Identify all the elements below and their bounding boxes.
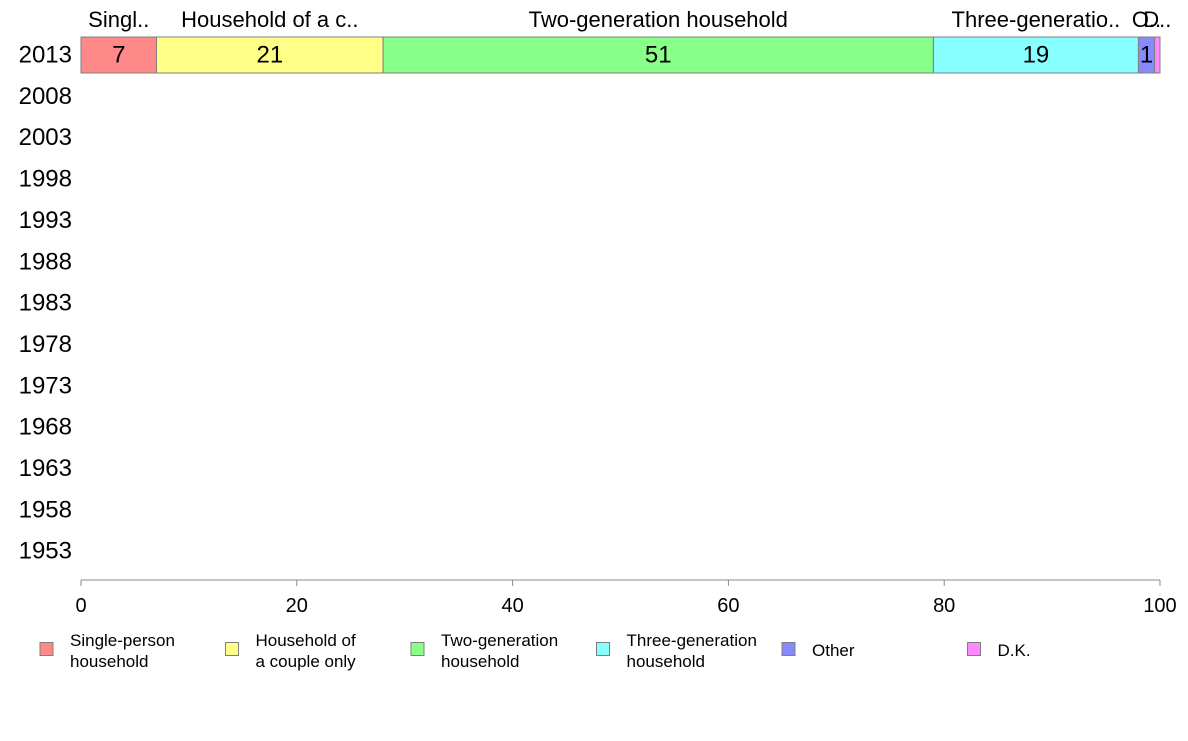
legend-label: Single-person — [70, 631, 175, 650]
data-labels: 7 21 51 19 1 — [112, 42, 1153, 69]
bar-data-label: 7 — [112, 42, 125, 69]
legend-swatch — [781, 642, 796, 656]
y-category-label: 2013 — [19, 42, 72, 69]
segment-header-label: O.. — [1132, 7, 1161, 32]
legend-label: household — [70, 652, 148, 671]
segment-header-label: Two-generation household — [529, 7, 788, 32]
y-category-label: 1968 — [19, 414, 72, 441]
y-category-label: 1978 — [19, 331, 72, 358]
legend-swatch — [596, 642, 610, 656]
y-category-label: 1983 — [19, 290, 72, 317]
segment-header-label: D.. — [1143, 7, 1171, 32]
segment-header-label: Singl.. — [88, 7, 149, 32]
bar-segment — [80, 36, 158, 74]
x-axis-tick-label: 40 — [501, 595, 523, 617]
legend-label: Two-generation — [441, 631, 558, 650]
bar-segment — [1154, 36, 1161, 74]
bar-segment — [156, 36, 384, 74]
legend: Single-person household Household of a coup… — [39, 631, 1031, 671]
y-category-label: 1953 — [19, 538, 72, 565]
y-category-label: 1958 — [19, 496, 72, 523]
legend-swatch — [967, 642, 981, 656]
legend-label: D.K. — [998, 641, 1031, 660]
legend-swatch — [225, 642, 239, 656]
legend-swatch — [39, 642, 54, 656]
bar-segments — [80, 36, 1161, 74]
y-category-label: 1998 — [19, 166, 72, 193]
legend-label: a couple only — [256, 652, 357, 671]
bar-segment — [382, 36, 934, 74]
legend-label: household — [627, 652, 705, 671]
x-axis-tick-label: 20 — [286, 595, 308, 617]
x-axis-tick-label: 80 — [933, 595, 955, 617]
y-category-label: 1963 — [19, 455, 72, 482]
y-category-label: 1988 — [19, 248, 72, 275]
legend-label: Household of — [256, 631, 356, 650]
y-category-label: 1993 — [19, 207, 72, 234]
bar-data-label: 19 — [1023, 42, 1050, 69]
bar-data-label: 51 — [645, 42, 672, 69]
x-axis-tick-label: 100 — [1143, 595, 1176, 617]
y-category-label: 2003 — [19, 124, 72, 151]
y-axis-category-labels: 2013 2008 2003 1998 1993 1988 1983 1978 1973 1968… — [19, 42, 72, 565]
segment-header-label: Three-generatio.. — [952, 7, 1121, 32]
legend-label: Other — [812, 641, 855, 660]
bar-data-label: 21 — [256, 42, 283, 69]
legend-label: household — [441, 652, 519, 671]
x-axis-tick-label: 0 — [75, 595, 86, 617]
bar-data-label: 1 — [1140, 42, 1153, 69]
legend-swatch — [410, 642, 425, 656]
bar-segment — [932, 36, 1139, 74]
segment-header-label: Household of a c.. — [181, 7, 358, 32]
legend-label: Three-generation — [627, 631, 757, 650]
x-axis-tick-label: 60 — [717, 595, 739, 617]
segment-header-labels: Singl.. Household of a c.. Two-generation … — [88, 7, 1171, 32]
y-category-label: 2008 — [19, 83, 72, 110]
y-category-label: 1973 — [19, 372, 72, 399]
x-axis: 0 20 40 60 80 100 — [75, 579, 1177, 617]
